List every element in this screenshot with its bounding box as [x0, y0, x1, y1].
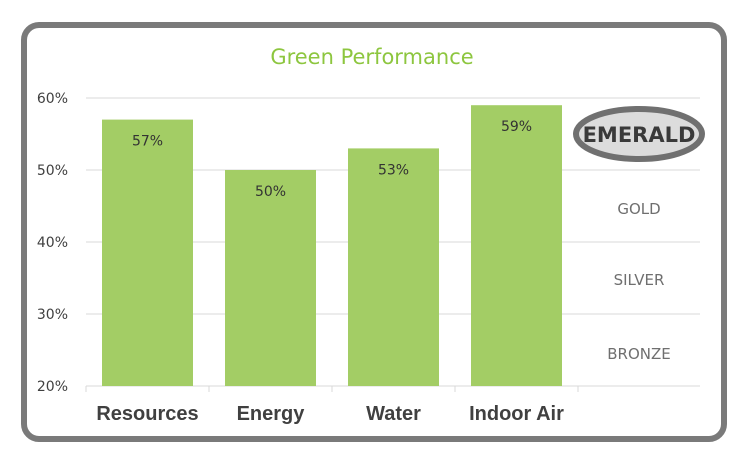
data-label: 59% [501, 119, 532, 135]
label-layer: 20% 30% 40% 50% 60% 57% Resources 50% Energy 53% W… [37, 91, 564, 425]
data-label: 57% [132, 134, 163, 150]
data-label: 50% [255, 184, 286, 200]
bar [471, 105, 562, 386]
rating-level-label: EMERALD [583, 123, 696, 147]
bar [102, 119, 193, 386]
bar [348, 148, 439, 386]
bar-layer [102, 105, 562, 386]
y-tick-label: 30% [37, 307, 68, 323]
emerald-highlight-ellipse [573, 106, 705, 162]
chart-title: Green Performance [270, 45, 473, 69]
x-tick-label: Water [366, 403, 421, 425]
rating-levels: EMERALD GOLD SILVER BRONZE [573, 106, 705, 363]
y-tick-label: 50% [37, 163, 68, 179]
rating-level-label: BRONZE [607, 345, 671, 363]
bar [225, 170, 316, 386]
x-tick-label: Indoor Air [469, 403, 564, 425]
y-tick-label: 60% [37, 91, 68, 107]
y-tick-label: 40% [37, 235, 68, 251]
y-tick-label: 20% [37, 379, 68, 395]
rating-level-label: GOLD [617, 200, 660, 218]
x-tick-label: Resources [96, 403, 198, 425]
x-tick-label: Energy [237, 403, 306, 425]
data-label: 53% [378, 162, 409, 178]
rating-level-label: SILVER [614, 271, 665, 289]
